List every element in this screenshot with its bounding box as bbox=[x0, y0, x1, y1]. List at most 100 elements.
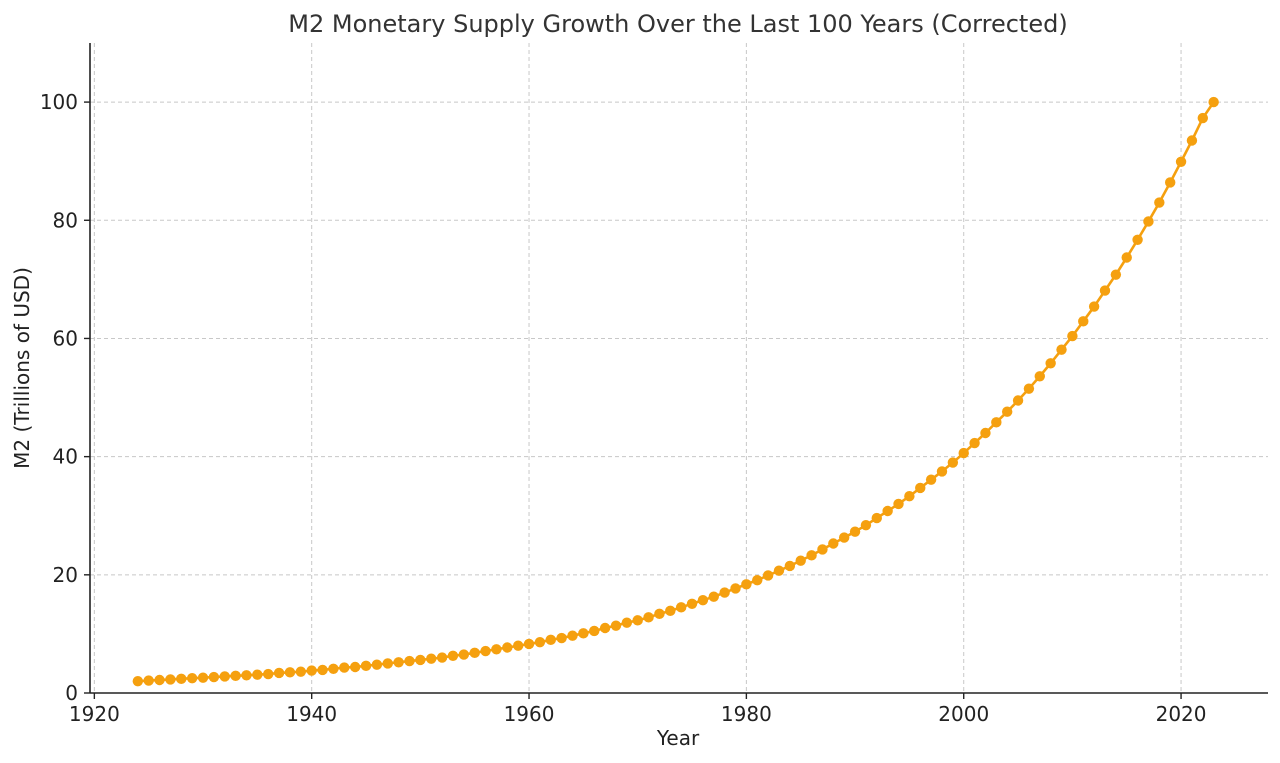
data-point bbox=[415, 654, 426, 666]
y-tick-label: 80 bbox=[53, 208, 78, 232]
series bbox=[132, 96, 1219, 687]
data-point bbox=[219, 671, 230, 682]
y-tick-label: 40 bbox=[53, 445, 78, 469]
data-point bbox=[643, 612, 654, 623]
data-point bbox=[534, 636, 546, 648]
x-tick-label: 1960 bbox=[504, 702, 555, 726]
x-tick-label: 2020 bbox=[1156, 702, 1207, 726]
data-point bbox=[599, 622, 611, 634]
data-point bbox=[1143, 216, 1154, 227]
data-point bbox=[904, 491, 915, 502]
axes bbox=[89, 43, 1268, 694]
data-point bbox=[871, 512, 882, 524]
data-point bbox=[936, 466, 948, 477]
data-point bbox=[795, 555, 806, 566]
data-point bbox=[882, 505, 893, 517]
y-tick-label: 100 bbox=[40, 90, 78, 114]
data-point bbox=[589, 625, 600, 637]
data-point bbox=[991, 417, 1002, 428]
data-point bbox=[1067, 330, 1078, 342]
data-point bbox=[773, 565, 785, 576]
data-point bbox=[404, 655, 415, 667]
y-tick-label: 60 bbox=[53, 326, 78, 350]
data-point bbox=[1132, 234, 1143, 245]
data-point bbox=[719, 587, 730, 598]
data-point bbox=[980, 427, 991, 439]
data-point bbox=[1154, 197, 1165, 208]
data-point bbox=[306, 665, 317, 676]
data-point bbox=[469, 647, 480, 659]
data-point bbox=[349, 661, 361, 673]
data-point bbox=[1078, 316, 1089, 327]
data-point bbox=[339, 662, 350, 673]
data-point bbox=[1023, 383, 1035, 394]
y-tick-label: 0 bbox=[65, 681, 78, 705]
data-point bbox=[1099, 285, 1111, 296]
data-point bbox=[915, 482, 926, 494]
grid bbox=[90, 43, 1268, 693]
data-point bbox=[382, 658, 393, 669]
data-point bbox=[1012, 395, 1024, 406]
data-point bbox=[523, 638, 535, 650]
data-point bbox=[1034, 371, 1045, 382]
data-point bbox=[512, 640, 524, 651]
data-point bbox=[817, 544, 828, 555]
data-point bbox=[806, 550, 817, 561]
data-point bbox=[752, 574, 763, 586]
data-point bbox=[436, 652, 448, 663]
data-point bbox=[252, 669, 263, 680]
data-point bbox=[762, 570, 774, 581]
data-point bbox=[632, 615, 643, 626]
data-point bbox=[502, 642, 513, 653]
data-point bbox=[1045, 358, 1056, 369]
data-point bbox=[849, 526, 861, 537]
data-point bbox=[208, 671, 220, 683]
data-point bbox=[165, 674, 176, 685]
x-tick-label: 2000 bbox=[938, 702, 989, 726]
data-point bbox=[578, 628, 589, 639]
data-point bbox=[545, 634, 556, 646]
data-point bbox=[393, 657, 404, 668]
data-point bbox=[1186, 135, 1198, 146]
data-point bbox=[317, 664, 328, 676]
data-point bbox=[371, 659, 383, 670]
data-point bbox=[1175, 156, 1187, 167]
data-point bbox=[784, 560, 796, 572]
x-tick-label: 1940 bbox=[286, 702, 337, 726]
data-point bbox=[447, 650, 459, 661]
data-point bbox=[621, 617, 633, 628]
data-point bbox=[132, 675, 144, 687]
data-point bbox=[741, 579, 752, 590]
data-point bbox=[241, 670, 252, 681]
data-point bbox=[295, 666, 307, 677]
y-ticks: 0 20 40 60 80 100 bbox=[40, 90, 90, 705]
x-tick-label: 1980 bbox=[721, 702, 772, 726]
data-point bbox=[1056, 344, 1067, 355]
data-point bbox=[947, 457, 959, 468]
data-point bbox=[458, 649, 470, 660]
data-point bbox=[230, 670, 241, 682]
data-point bbox=[360, 660, 372, 672]
data-point bbox=[686, 598, 698, 609]
data-point bbox=[480, 645, 491, 657]
data-point bbox=[958, 447, 969, 459]
y-axis-label: M2 (Trillions of USD) bbox=[10, 267, 34, 469]
data-point bbox=[263, 668, 274, 680]
data-point bbox=[828, 538, 839, 549]
data-point bbox=[1121, 252, 1132, 263]
data-point bbox=[197, 672, 209, 683]
data-point bbox=[730, 583, 741, 594]
x-axis-label: Year bbox=[656, 726, 700, 750]
data-point bbox=[1208, 96, 1219, 108]
data-point bbox=[665, 605, 676, 617]
data-point bbox=[708, 591, 719, 602]
data-point bbox=[176, 673, 187, 685]
data-point bbox=[143, 675, 154, 686]
y-tick-label: 20 bbox=[53, 563, 78, 587]
data-point bbox=[556, 632, 567, 644]
data-point bbox=[154, 674, 165, 686]
x-ticks: 1920 1940 1960 1980 2000 2020 bbox=[69, 693, 1207, 726]
data-point bbox=[284, 667, 296, 678]
